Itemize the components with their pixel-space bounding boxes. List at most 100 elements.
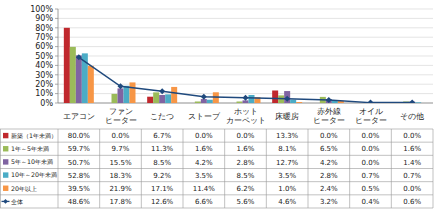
- table-value: 1.0%: [278, 185, 296, 193]
- category-label: オイルヒーター: [355, 107, 387, 125]
- bar: [243, 100, 249, 103]
- marker: [243, 95, 249, 101]
- table-value: 0.0%: [362, 132, 380, 140]
- bar: [159, 95, 165, 103]
- table-value: 8.1%: [278, 145, 296, 153]
- bar: [171, 87, 177, 103]
- table-border: [183, 129, 184, 208]
- data-table: 新築（1年未満）80.0%0.0%6.7%0.0%0.0%13.3%0.0%0.…: [0, 129, 433, 208]
- table-border: [141, 129, 142, 208]
- legend-swatch: [3, 159, 8, 164]
- table-border: [99, 129, 100, 208]
- bar: [153, 92, 159, 103]
- table-value: 0.0%: [362, 159, 380, 167]
- bar: [70, 47, 76, 103]
- table-value: 17.8%: [109, 198, 132, 206]
- table-border: [0, 181, 433, 182]
- table-value: 3.5%: [195, 172, 213, 180]
- table-border: [0, 194, 433, 195]
- grid-line: [58, 37, 433, 38]
- legend-label: 1年～5年未満: [11, 145, 49, 152]
- table-value: 2.8%: [237, 159, 255, 167]
- table-value: 6.5%: [320, 145, 338, 153]
- tick-mark: [55, 37, 58, 38]
- table-value: 0.0%: [403, 132, 421, 140]
- table-value: 8.5%: [237, 172, 255, 180]
- category-label: 赤外線ヒーター: [313, 107, 345, 125]
- tick-label: 20%: [35, 80, 53, 89]
- bar: [189, 103, 195, 104]
- tick-mark: [55, 65, 58, 66]
- bar: [231, 103, 237, 104]
- bar: [290, 100, 296, 103]
- marker: [368, 100, 374, 103]
- category-label-line: ストーブ: [188, 112, 221, 121]
- bar: [314, 103, 320, 104]
- table-value: 1.4%: [403, 159, 421, 167]
- category-label: こたつ: [150, 112, 174, 121]
- table-value: 1.6%: [195, 145, 213, 153]
- table-value: 1.6%: [403, 145, 421, 153]
- table-value: 3.2%: [320, 198, 338, 206]
- table-value: 0.0%: [195, 132, 213, 140]
- table-value: 0.7%: [362, 172, 380, 180]
- bar: [64, 28, 70, 103]
- bar: [88, 66, 94, 103]
- table-value: 5.6%: [237, 198, 255, 206]
- legend-swatch: [3, 146, 8, 151]
- category-label-line: 床暖房: [275, 112, 299, 121]
- grid-line: [58, 65, 433, 66]
- table-value: 2.4%: [320, 185, 338, 193]
- category-label-line: 赤外線: [317, 107, 341, 116]
- bar: [237, 101, 243, 103]
- tick-mark: [55, 18, 58, 19]
- table-value: 9.2%: [153, 172, 171, 180]
- table-border: [349, 129, 350, 208]
- tick-label: 0%: [40, 99, 53, 108]
- tick-label: 50%: [35, 52, 53, 61]
- table-value: 6.6%: [195, 198, 213, 206]
- category-label: ホットカーペット: [226, 107, 266, 125]
- table-value: 15.5%: [109, 159, 132, 167]
- table-value: 0.7%: [403, 172, 421, 180]
- tick-mark: [55, 9, 58, 10]
- category-label-line: オイル: [359, 107, 383, 116]
- legend-label: 新築（1年未満）: [11, 132, 57, 140]
- marker: [409, 99, 415, 103]
- bar: [207, 100, 213, 103]
- tick-label: 80%: [35, 24, 53, 33]
- table-value: 80.0%: [68, 132, 91, 140]
- table-value: 18.3%: [109, 172, 132, 180]
- tick-label: 10%: [35, 89, 53, 98]
- bar: [421, 103, 427, 104]
- y-axis: [58, 9, 59, 103]
- bar: [147, 97, 153, 103]
- legend-label: 10年～20年未満: [11, 171, 57, 178]
- table-border: [0, 129, 433, 130]
- table-value: 13.3%: [276, 132, 299, 140]
- bar: [284, 91, 290, 103]
- table-border: [0, 142, 433, 143]
- legend-swatch: [3, 199, 8, 204]
- table-value: 0.5%: [362, 185, 380, 193]
- table-value: 0.0%: [320, 132, 338, 140]
- category-label: エアコン: [63, 112, 95, 121]
- line: [79, 57, 412, 102]
- grid-line: [58, 84, 433, 85]
- tick-mark: [55, 103, 58, 104]
- bar: [415, 102, 421, 103]
- table-border: [0, 168, 433, 169]
- legend-label: 20年以上: [11, 185, 37, 192]
- marker: [284, 96, 290, 102]
- tick-label: 40%: [35, 61, 53, 70]
- table-value: 0.0%: [403, 185, 421, 193]
- table-value: 50.7%: [68, 159, 91, 167]
- bar: [118, 88, 124, 103]
- category-label: ファンヒーター: [105, 107, 137, 125]
- table-value: 0.0%: [112, 132, 130, 140]
- bar: [195, 101, 201, 103]
- bar: [249, 95, 255, 103]
- table-value: 12.7%: [276, 159, 299, 167]
- tick-mark: [55, 74, 58, 75]
- marker: [326, 97, 332, 103]
